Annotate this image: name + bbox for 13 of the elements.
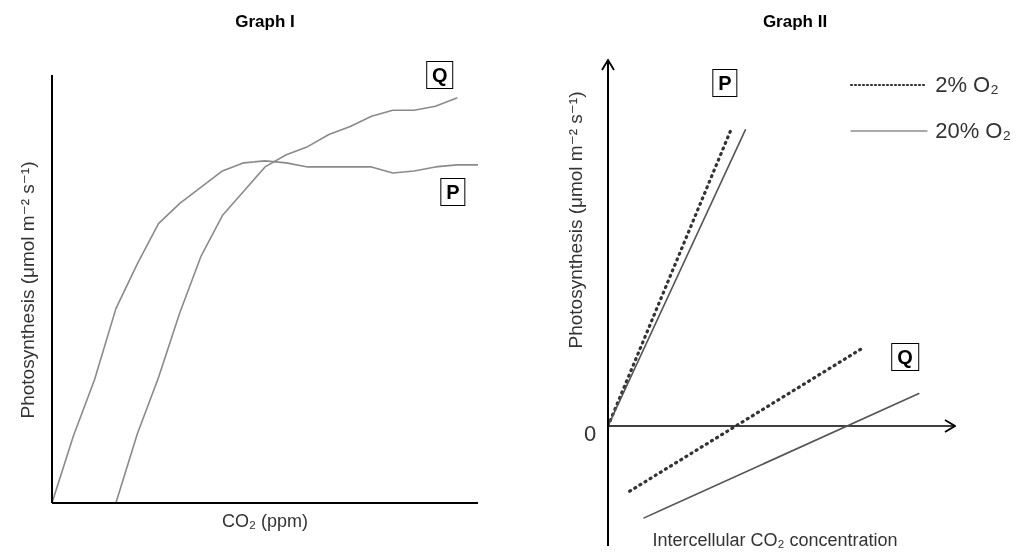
y-axis-title: Photosynthesis (μmol m⁻² s⁻¹): [563, 91, 587, 349]
text: 0: [583, 421, 597, 447]
series-label: Q: [425, 61, 454, 90]
x-axis-title: Intercellular CO₂ concentration: [652, 529, 898, 551]
x-axis-title: CO₂ (ppm): [222, 510, 308, 532]
text: P: [712, 69, 738, 97]
legend-label: 20% O₂: [935, 118, 1011, 144]
y-axis-title: Photosynthesis (μmol m⁻² s⁻¹): [15, 161, 39, 419]
series-label: P: [440, 177, 466, 206]
annotation: Q: [891, 343, 919, 371]
legend-label: 2% O₂: [935, 72, 999, 98]
chart-title: Graph II: [762, 12, 828, 32]
chart-title: Graph I: [235, 12, 295, 32]
